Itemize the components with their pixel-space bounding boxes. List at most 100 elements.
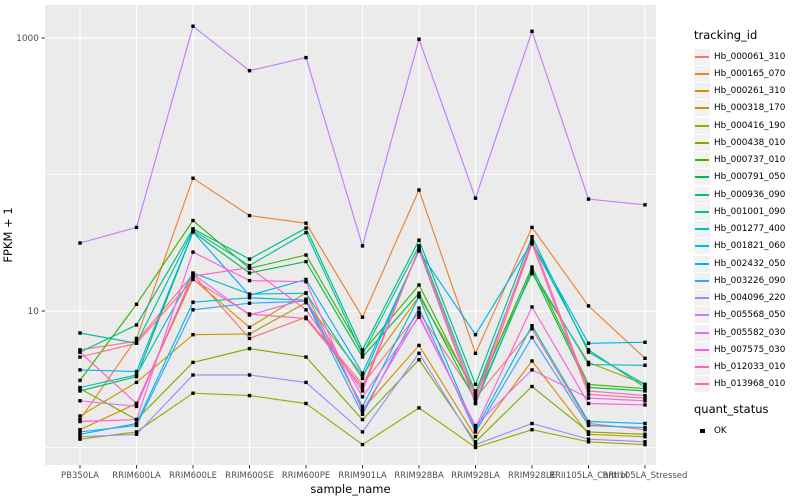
data-point-Hb_001277_400 [304, 291, 308, 295]
data-point-Hb_013968_010 [78, 355, 82, 359]
legend-entry-Hb_005568_050: Hb_005568_050 [694, 307, 800, 324]
data-point-Hb_000737_010 [191, 218, 195, 223]
data-point-Hb_004096_220 [134, 432, 139, 436]
data-point-Hb_004096_220 [247, 373, 252, 377]
data-point-Hb_000438_010 [360, 417, 365, 422]
data-point-Hb_000061_310 [134, 339, 139, 343]
legend-entry-Hb_013968_010: Hb_013968_010 [694, 376, 800, 393]
data-point-Hb_000791_050 [417, 291, 421, 295]
legend-label: Hb_000791_050 [714, 172, 786, 183]
legend-key-line-icon [694, 290, 710, 307]
data-point-Hb_007575_030 [530, 305, 534, 309]
data-point-Hb_000737_010 [360, 350, 365, 354]
data-point-Hb_000737_010 [304, 253, 308, 257]
data-point-Hb_000165_070 [530, 225, 534, 230]
data-point-Hb_000737_010 [473, 393, 478, 398]
data-point-Hb_002432_050 [586, 341, 591, 345]
legend-key-line-icon [694, 341, 710, 358]
data-point-Hb_005582_030 [78, 399, 82, 403]
data-point-Hb_000416_190 [530, 428, 534, 432]
data-point-Hb_000061_310 [643, 428, 647, 432]
legend-entry-Hb_001277_400: Hb_001277_400 [694, 221, 800, 238]
legend-label: Hb_013968_010 [714, 379, 786, 390]
data-point-Hb_002432_050 [360, 371, 365, 375]
data-point-Hb_000438_010 [191, 360, 195, 365]
data-point-Hb_000318_170 [78, 414, 82, 418]
data-point-Hb_013968_010 [360, 385, 365, 390]
x-tick-label: PB350LA [61, 471, 99, 481]
data-point-Hb_003226_090 [247, 301, 252, 305]
legend-entry-Hb_001821_060: Hb_001821_060 [694, 238, 800, 255]
data-point-Hb_000416_190 [417, 406, 421, 410]
data-point-Hb_000737_010 [586, 382, 591, 387]
data-point-Hb_005582_030 [643, 399, 647, 403]
legend-label: Hb_000261_310 [714, 86, 786, 97]
data-point-Hb_000737_010 [417, 283, 421, 287]
data-point-Hb_007575_030 [247, 278, 252, 283]
data-point-Hb_005568_050 [247, 69, 252, 73]
data-point-Hb_000165_070 [643, 356, 647, 360]
legend-entry-Hb_000165_070: Hb_000165_070 [694, 65, 800, 82]
data-point-Hb_001821_060 [417, 295, 421, 299]
x-tick-label: RRII105LA_Control [549, 471, 628, 481]
legend-key-line-icon [694, 65, 710, 82]
legend-color-line [695, 366, 709, 369]
data-point-Hb_000416_190 [473, 445, 478, 450]
legend-title-tracking-id: tracking_id [694, 28, 758, 42]
x-tick-label: RRIM600LA [112, 471, 161, 481]
data-point-Hb_002432_050 [247, 293, 252, 298]
data-point-Hb_000061_310 [417, 310, 421, 314]
data-point-Hb_004096_220 [417, 351, 421, 355]
data-point-Hb_000261_310 [473, 435, 478, 439]
data-point-Hb_000438_010 [247, 346, 252, 351]
data-point-Hb_000318_170 [191, 333, 195, 337]
legend-color-line [695, 124, 709, 127]
data-point-Hb_012033_010 [247, 265, 252, 270]
data-point-Hb_007575_030 [78, 419, 82, 424]
legend-label: Hb_000416_190 [714, 120, 786, 131]
legend-color-line [695, 90, 709, 93]
x-tick-label: RRIM928LA [451, 471, 500, 481]
data-point-Hb_000261_310 [247, 325, 252, 329]
legend-label: Hb_005568_050 [714, 310, 786, 321]
data-point-Hb_002432_050 [643, 340, 647, 344]
legend-color-line [695, 141, 709, 144]
legend-label: Hb_000165_070 [714, 68, 786, 79]
legend-entry-Hb_000318_170: Hb_000318_170 [694, 100, 800, 117]
data-point-Hb_012033_010 [304, 308, 308, 312]
data-point-Hb_000416_190 [78, 437, 82, 441]
data-point-Hb_001001_090 [78, 331, 82, 335]
data-point-Hb_001821_060 [586, 419, 591, 424]
legend-key-line-icon [694, 169, 710, 186]
data-point-Hb_005568_050 [304, 55, 308, 60]
data-point-Hb_007575_030 [417, 313, 421, 317]
data-point-Hb_000936_090 [360, 348, 365, 352]
data-point-Hb_000318_170 [586, 360, 591, 365]
data-point-Hb_000936_090 [247, 257, 252, 261]
x-tick-label: RRIM928LE [508, 471, 556, 481]
data-point-Hb_001821_060 [191, 300, 195, 304]
legend-key-line-icon [694, 152, 710, 169]
legend-key-line-icon [694, 186, 710, 203]
legend-key-line-icon [694, 376, 710, 393]
data-point-Hb_001821_060 [134, 421, 139, 426]
data-point-Hb_012033_010 [360, 389, 365, 393]
data-points [78, 24, 647, 450]
data-point-Hb_000416_190 [191, 391, 195, 395]
legend-entry-Hb_003226_090: Hb_003226_090 [694, 272, 800, 289]
data-point-Hb_005568_050 [530, 29, 534, 33]
data-point-Hb_001001_090 [417, 244, 421, 248]
data-point-Hb_000061_310 [247, 336, 252, 341]
data-point-Hb_000936_090 [643, 382, 647, 387]
data-point-Hb_013968_010 [134, 341, 139, 345]
legend: tracking_id Hb_000061_310 Hb_000165_070 Hb… [694, 28, 800, 439]
legend-label: Hb_001277_400 [714, 224, 786, 235]
legend-key-line-icon [694, 203, 710, 220]
legend-quant-status: quant_status OK [694, 402, 800, 439]
legend-entries: Hb_000061_310 Hb_000165_070 Hb_000261_310 H… [694, 48, 800, 393]
data-point-Hb_003226_090 [643, 425, 647, 430]
data-point-Hb_000791_050 [134, 375, 139, 379]
legend-label: Hb_000318_170 [714, 103, 786, 114]
data-point-Hb_002432_050 [191, 230, 195, 234]
legend-key-line-icon [694, 255, 710, 272]
